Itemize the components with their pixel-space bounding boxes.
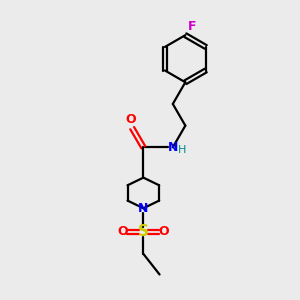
Text: H: H (178, 145, 186, 155)
Text: O: O (118, 225, 128, 238)
Text: N: N (138, 202, 148, 215)
Text: O: O (159, 225, 169, 238)
Text: O: O (125, 113, 136, 126)
Text: N: N (168, 141, 178, 154)
Text: S: S (138, 224, 149, 239)
Text: F: F (188, 20, 196, 33)
